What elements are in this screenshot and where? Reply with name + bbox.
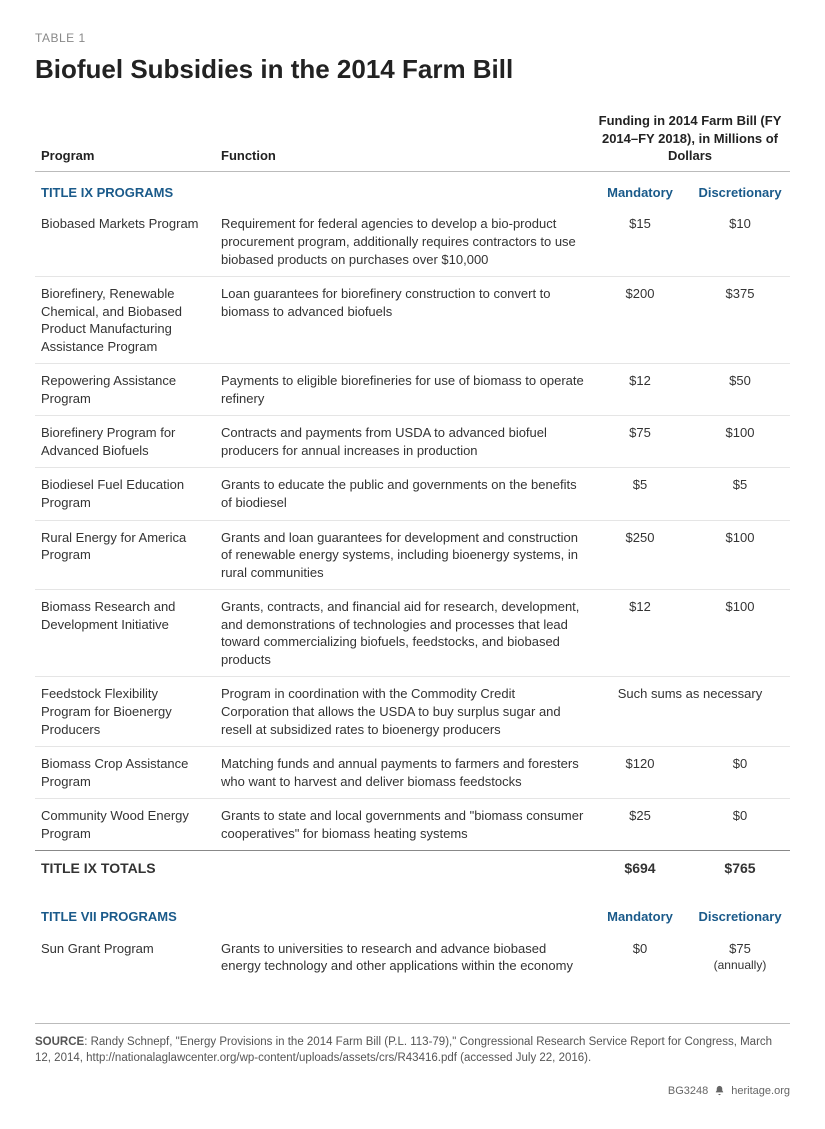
footer-code: BG3248 — [668, 1084, 708, 1099]
program-function: Grants and loan guarantees for developme… — [215, 520, 590, 590]
subsidies-table: Program Function Funding in 2014 Farm Bi… — [35, 105, 790, 982]
program-name: Biodiesel Fuel Education Program — [35, 468, 215, 520]
program-name: Community Wood Energy Program — [35, 799, 215, 851]
program-name: Repowering Assistance Program — [35, 364, 215, 416]
subcol-mandatory: Mandatory — [590, 896, 690, 932]
value-note: (annually) — [696, 957, 784, 973]
value-discretionary: $5 — [690, 468, 790, 520]
program-name: Rural Energy for America Program — [35, 520, 215, 590]
section-label: TITLE IX PROGRAMS — [35, 171, 215, 207]
value-discretionary: $0 — [690, 747, 790, 799]
program-name: Biomass Crop Assistance Program — [35, 747, 215, 799]
value-mandatory: $15 — [590, 207, 690, 276]
page-title: Biofuel Subsidies in the 2014 Farm Bill — [35, 52, 790, 87]
program-function: Requirement for federal agencies to deve… — [215, 207, 590, 276]
value-discretionary: $10 — [690, 207, 790, 276]
program-value-spanned: Such sums as necessary — [590, 677, 790, 747]
value-mandatory: $200 — [590, 277, 690, 364]
value-mandatory: $250 — [590, 520, 690, 590]
value-discretionary: $100 — [690, 520, 790, 590]
program-function: Loan guarantees for biorefinery construc… — [215, 277, 590, 364]
value-discretionary: $100 — [690, 416, 790, 468]
program-name: Sun Grant Program — [35, 932, 215, 983]
value-mandatory: $120 — [590, 747, 690, 799]
section-label: TITLE VII PROGRAMS — [35, 896, 215, 932]
source-note: SOURCE: Randy Schnepf, "Energy Provision… — [35, 1023, 790, 1066]
totals-discretionary: $765 — [690, 851, 790, 896]
program-name: Feedstock Flexibility Program for Bioene… — [35, 677, 215, 747]
program-function: Grants to state and local governments an… — [215, 799, 590, 851]
program-name: Biorefinery, Renewable Chemical, and Bio… — [35, 277, 215, 364]
col-header-funding: Funding in 2014 Farm Bill (FY 2014–FY 20… — [590, 105, 790, 171]
col-header-program: Program — [35, 105, 215, 171]
value-discretionary: $75(annually) — [690, 932, 790, 983]
value-mandatory: $75 — [590, 416, 690, 468]
subcol-discretionary: Discretionary — [690, 896, 790, 932]
program-function: Grants, contracts, and financial aid for… — [215, 590, 590, 677]
value-mandatory: $12 — [590, 364, 690, 416]
program-function: Contracts and payments from USDA to adva… — [215, 416, 590, 468]
program-name: Biomass Research and Development Initiat… — [35, 590, 215, 677]
source-text: : Randy Schnepf, "Energy Provisions in t… — [35, 1036, 772, 1064]
program-name: Biobased Markets Program — [35, 207, 215, 276]
value-discretionary: $0 — [690, 799, 790, 851]
footer: BG3248 heritage.org — [35, 1084, 790, 1099]
source-label: SOURCE — [35, 1036, 84, 1048]
footer-site: heritage.org — [731, 1084, 790, 1099]
totals-label: TITLE IX TOTALS — [35, 851, 215, 896]
program-function: Grants to universities to research and a… — [215, 932, 590, 983]
program-function: Matching funds and annual payments to fa… — [215, 747, 590, 799]
bell-icon — [714, 1085, 725, 1097]
program-function: Grants to educate the public and governm… — [215, 468, 590, 520]
program-name: Biorefinery Program for Advanced Biofuel… — [35, 416, 215, 468]
totals-mandatory: $694 — [590, 851, 690, 896]
col-header-function: Function — [215, 105, 590, 171]
value-mandatory: $25 — [590, 799, 690, 851]
value-mandatory: $5 — [590, 468, 690, 520]
value-mandatory: $12 — [590, 590, 690, 677]
subcol-discretionary: Discretionary — [690, 171, 790, 207]
program-function: Program in coordination with the Commodi… — [215, 677, 590, 747]
program-function: Payments to eligible biorefineries for u… — [215, 364, 590, 416]
table-label: TABLE 1 — [35, 30, 790, 46]
value-discretionary: $375 — [690, 277, 790, 364]
value-discretionary: $100 — [690, 590, 790, 677]
value-mandatory: $0 — [590, 932, 690, 983]
subcol-mandatory: Mandatory — [590, 171, 690, 207]
value-discretionary: $50 — [690, 364, 790, 416]
